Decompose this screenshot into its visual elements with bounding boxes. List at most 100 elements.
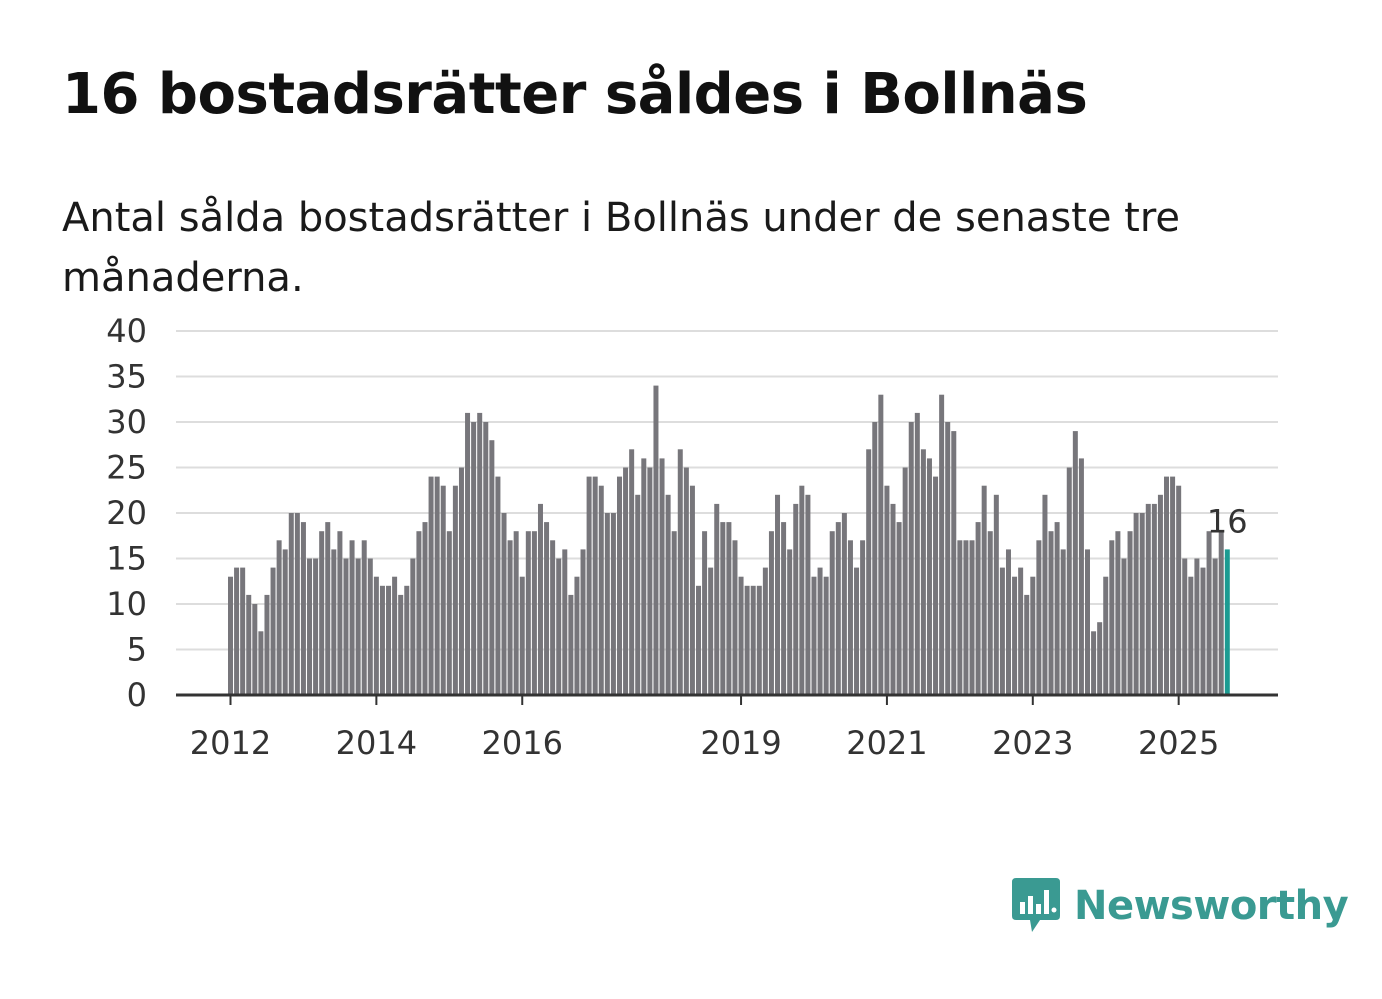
- bar: [574, 576, 580, 695]
- bar: [720, 522, 726, 695]
- bar: [264, 594, 270, 695]
- newsworthy-logo-icon: [1012, 878, 1060, 932]
- bar: [677, 449, 683, 695]
- bar: [969, 540, 975, 695]
- bar: [896, 522, 902, 695]
- bar: [355, 558, 361, 695]
- bar: [671, 531, 677, 695]
- bar: [282, 549, 288, 695]
- bar: [416, 531, 422, 695]
- y-tick-label: 20: [106, 494, 147, 532]
- bar: [313, 558, 319, 695]
- bar: [428, 476, 434, 695]
- y-tick-label: 5: [127, 631, 147, 669]
- bar: [854, 567, 860, 695]
- bar: [884, 485, 890, 695]
- bar: [781, 522, 787, 695]
- bar: [975, 522, 981, 695]
- bar: [1091, 631, 1097, 695]
- bar: [337, 531, 343, 695]
- bar: [1018, 567, 1024, 695]
- bar: [446, 531, 452, 695]
- bar: [1005, 549, 1011, 695]
- bar: [1188, 576, 1194, 695]
- bar: [629, 449, 635, 695]
- bar: [531, 531, 537, 695]
- bar: [1133, 513, 1139, 695]
- y-tick-label: 10: [106, 585, 147, 623]
- bar: [440, 485, 446, 695]
- bar: [458, 467, 464, 695]
- y-tick-label: 40: [106, 312, 147, 350]
- bar: [489, 440, 495, 695]
- bar: [1164, 476, 1170, 695]
- bar: [1048, 531, 1054, 695]
- bar: [1084, 549, 1090, 695]
- bar: [1200, 567, 1206, 695]
- bar: [1212, 558, 1218, 695]
- bar: [623, 467, 629, 695]
- bar: [379, 585, 385, 695]
- bar: [465, 412, 471, 695]
- bar: [276, 540, 282, 695]
- y-axis-labels: 0 5 10 15 20 25 30 35 40: [106, 312, 147, 714]
- bar: [477, 412, 483, 695]
- bar: [696, 585, 702, 695]
- bar: [544, 522, 550, 695]
- last-value-label: 16: [1207, 502, 1248, 540]
- bar: [981, 485, 987, 695]
- bar: [495, 476, 501, 695]
- bar: [270, 567, 276, 695]
- y-tick-label: 35: [106, 358, 147, 396]
- bar: [902, 467, 908, 695]
- bar: [556, 558, 562, 695]
- bar: [847, 540, 853, 695]
- bar: [300, 522, 306, 695]
- bar: [829, 531, 835, 695]
- bar: [288, 513, 294, 695]
- highlight-bar: [1224, 549, 1230, 695]
- bar: [1024, 594, 1030, 695]
- y-tick-label: 25: [106, 449, 147, 487]
- x-tick-label: 2016: [482, 724, 563, 762]
- bar: [580, 549, 586, 695]
- bars: [228, 385, 1230, 695]
- bar: [525, 531, 531, 695]
- bar: [920, 449, 926, 695]
- bar: [404, 585, 410, 695]
- bar: [349, 540, 355, 695]
- bar: [1103, 576, 1109, 695]
- bar: [762, 567, 768, 695]
- bar: [386, 585, 392, 695]
- x-tick-label: 2019: [700, 724, 781, 762]
- bar: [1206, 531, 1212, 695]
- bar: [483, 422, 489, 695]
- bar: [987, 531, 993, 695]
- bar: [866, 449, 872, 695]
- bar: [787, 549, 793, 695]
- bar: [513, 531, 519, 695]
- bar: [999, 567, 1005, 695]
- bar: [878, 394, 884, 695]
- bar: [914, 412, 920, 695]
- bar: [738, 576, 744, 695]
- chart-title: 16 bostadsrätter såldes i Bollnäs: [62, 62, 1088, 127]
- bar: [1194, 558, 1200, 695]
- bar: [246, 594, 252, 695]
- bar: [592, 476, 598, 695]
- bar: [550, 540, 556, 695]
- x-axis-labels: 2012 2014 2016 2019 2021 2023 2025: [190, 724, 1220, 762]
- bar: [568, 594, 574, 695]
- bar: [294, 513, 300, 695]
- bar: [373, 576, 379, 695]
- bar: [1145, 503, 1151, 695]
- bar: [750, 585, 756, 695]
- bar: [610, 513, 616, 695]
- bar: [1012, 576, 1018, 695]
- bar: [434, 476, 440, 695]
- bar: [890, 503, 896, 695]
- bar: [240, 567, 246, 695]
- bar: [1176, 485, 1182, 695]
- bar: [537, 503, 543, 695]
- bar: [392, 576, 398, 695]
